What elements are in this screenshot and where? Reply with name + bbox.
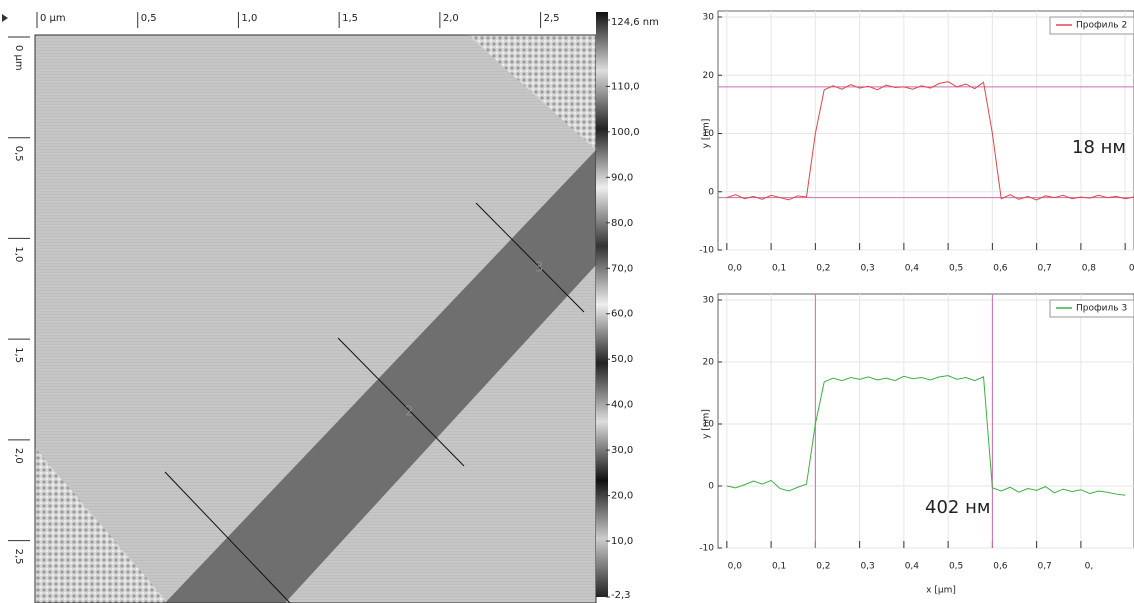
colorbar-tick-label: -2,3	[611, 590, 631, 601]
x-tick-label: 0,2	[816, 562, 830, 572]
y-tick-label: 2,5	[13, 549, 24, 565]
x-tick-label: 0,4	[905, 562, 920, 572]
x-tick-label: 0,3	[860, 562, 874, 572]
x-tick-label: 0,6	[993, 562, 1008, 572]
stripe	[165, 150, 596, 603]
x-tick-label: 2,5	[544, 13, 560, 24]
profile-line	[164, 471, 291, 603]
afm-image	[35, 35, 596, 603]
y-axis-label: y [nm]	[702, 409, 712, 439]
x-tick-label: 0,1	[772, 562, 786, 572]
x-tick-label: 1,0	[241, 13, 257, 24]
y-tick-label: 0,5	[13, 146, 24, 162]
x-tick-label: 0,5	[949, 562, 963, 572]
x-tick-label: 0,7	[1037, 562, 1051, 572]
x-tick-label: 0,5	[141, 13, 157, 24]
y-axis-label: y [nm]	[702, 119, 712, 149]
colorbar	[596, 12, 608, 597]
profile-label: 3	[535, 261, 543, 276]
x-tick-label: 0,3	[860, 264, 874, 274]
x-tick-label: 2,0	[443, 13, 459, 24]
y-tick-label: 0	[708, 187, 714, 197]
x-tick-label: 0,	[1129, 264, 1134, 274]
legend-box	[1049, 16, 1134, 35]
x-tick-label: 0,1	[772, 264, 786, 274]
y-tick-label: 20	[703, 358, 715, 368]
arrow-icon	[2, 14, 8, 22]
legend-box	[1049, 299, 1134, 318]
colorbar-tick-label: 80,0	[611, 218, 633, 229]
x-tick-label: 0,0	[728, 562, 743, 572]
x-axis-label: x [µm]	[926, 586, 956, 596]
y-tick-label: -10	[699, 246, 714, 256]
colorbar-tick-label: 30,0	[611, 445, 633, 456]
corner-texture	[468, 35, 596, 150]
colorbar-tick-label: 70,0	[611, 263, 633, 274]
x-tick-label: 0,2	[816, 264, 830, 274]
y-tick-label: 10	[703, 129, 715, 139]
y-tick-label: 0	[708, 482, 714, 492]
x-tick-label: 0,	[1085, 562, 1094, 572]
x-tick-label: 0,8	[1082, 264, 1097, 274]
annotation: 402 нм	[925, 497, 990, 518]
corner-texture	[35, 448, 168, 603]
x-tick-label: 0,6	[993, 264, 1008, 274]
x-tick-label: 1,5	[342, 13, 358, 24]
legend-label: Профиль 2	[1076, 21, 1127, 31]
profile-line	[475, 202, 585, 313]
profile-label: 2	[405, 405, 413, 420]
colorbar-tick-label: 20,0	[611, 491, 633, 502]
y-tick-label: 0 µm	[13, 45, 24, 71]
colorbar-tick-label: 90,0	[611, 172, 633, 183]
x-tick-label: 0,0	[728, 264, 743, 274]
colorbar-tick-label: 60,0	[611, 309, 633, 320]
y-tick-label: 2,0	[13, 448, 24, 464]
colorbar-tick-label: 40,0	[611, 400, 633, 411]
profile-line	[337, 337, 465, 467]
x-tick-label: 0 µm	[40, 13, 66, 24]
y-tick-label: 20	[703, 71, 715, 81]
annotation: 18 нм	[1072, 137, 1126, 158]
profile-line	[726, 375, 1126, 496]
y-tick-label: 1,5	[13, 347, 24, 363]
x-tick-label: 0,5	[949, 264, 963, 274]
y-tick-label: 30	[703, 13, 715, 23]
y-tick-label: 1,0	[13, 246, 24, 262]
x-tick-label: 0,4	[905, 264, 920, 274]
y-tick-label: 30	[703, 296, 715, 306]
y-tick-label: -10	[699, 544, 714, 554]
colorbar-tick-label: 124,6 nm	[611, 17, 659, 28]
x-tick-label: 0,7	[1037, 264, 1051, 274]
colorbar-tick-label: 110,0	[611, 81, 640, 92]
plot-frame	[717, 10, 1134, 251]
legend-label: Профиль 3	[1076, 304, 1127, 314]
colorbar-tick-label: 100,0	[611, 127, 640, 138]
colorbar-tick-label: 50,0	[611, 354, 633, 365]
profile-line	[726, 81, 1134, 201]
y-tick-label: 10	[703, 420, 715, 430]
colorbar-tick-label: 10,0	[611, 536, 633, 547]
